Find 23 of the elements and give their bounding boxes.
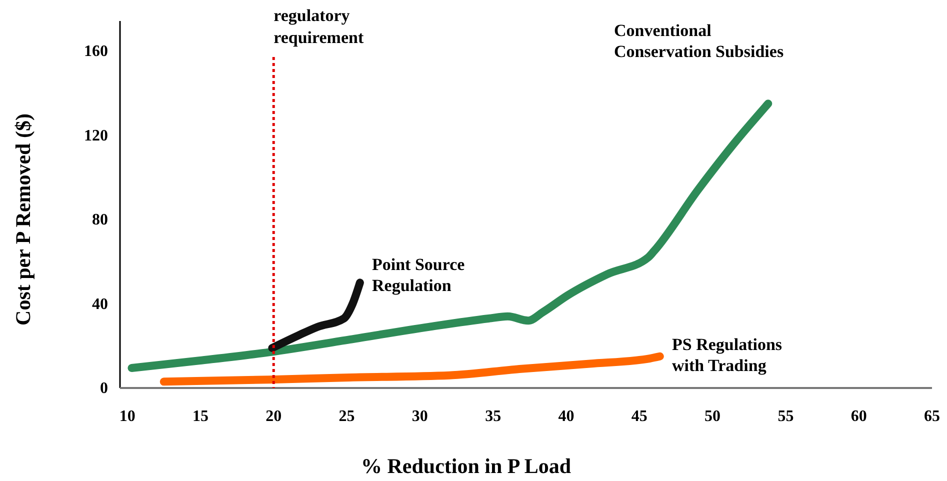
y-tick-label: 80	[92, 212, 108, 228]
y-tick-label: 120	[84, 127, 108, 144]
x-axis-title: % Reduction in P Load	[360, 454, 572, 478]
y-tick-label: 160	[84, 43, 108, 60]
x-tick-label: 25	[338, 408, 355, 425]
text: Conventional Conservation Subsidies	[614, 21, 784, 61]
x-tick-label: 40	[558, 408, 574, 425]
x-tick-label: 50	[704, 408, 721, 425]
series-label: Point Source Regulation	[372, 255, 466, 295]
y-axis-title: Cost per P Removed ($)	[11, 114, 35, 326]
x-tick-label: 15	[192, 408, 208, 425]
x-tick-label: 45	[631, 408, 648, 425]
x-tick-label: 10	[119, 408, 136, 425]
x-tick-label: 65	[924, 408, 940, 425]
y-tick-label: 40	[92, 296, 108, 313]
ref-line-label: regulatory requirement	[274, 6, 364, 47]
x-tick-label: 35	[485, 408, 502, 425]
x-tick-label: 55	[778, 408, 794, 425]
x-tick-label: 20	[266, 408, 282, 425]
x-tick-label: 30	[412, 408, 428, 425]
x-tick-label: 60	[850, 408, 867, 425]
y-tick-label: 0	[100, 380, 108, 397]
series-label: PS Regulations with Trading	[672, 335, 782, 375]
